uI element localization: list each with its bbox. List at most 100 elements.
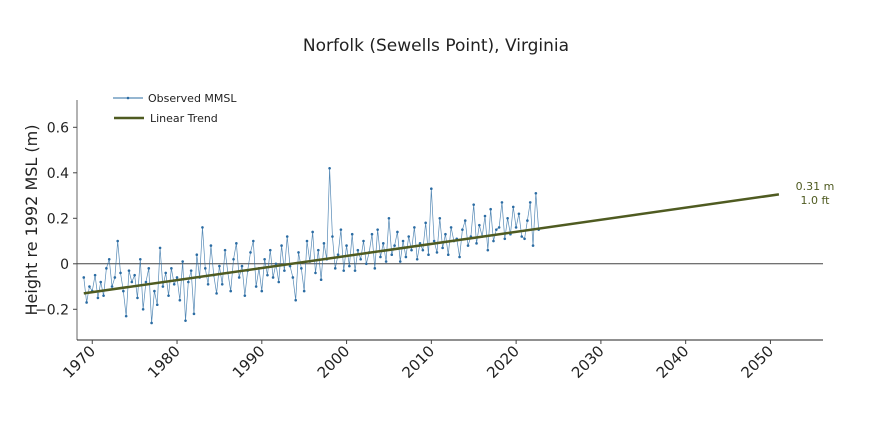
observed-point xyxy=(300,267,303,270)
observed-point xyxy=(500,201,504,204)
observed-point xyxy=(404,255,408,259)
observed-point xyxy=(503,237,507,241)
legend-observed-label: Observed MMSL xyxy=(148,92,237,105)
observed-point xyxy=(113,276,117,279)
observed-point xyxy=(243,294,247,297)
observed-point xyxy=(150,321,153,325)
observed-point xyxy=(390,253,394,256)
observed-point xyxy=(189,269,193,272)
observed-point xyxy=(520,235,524,238)
observed-point xyxy=(280,244,283,247)
observed-point xyxy=(215,292,218,295)
x-tick-label: 1990 xyxy=(229,342,269,382)
observed-point xyxy=(167,294,170,297)
observed-point xyxy=(277,280,281,284)
observed-point xyxy=(268,248,272,252)
observed-point xyxy=(195,253,199,256)
observed-point xyxy=(432,239,436,243)
observed-point xyxy=(263,257,266,261)
observed-point xyxy=(458,255,461,259)
x-tick-label: 2040 xyxy=(653,342,693,382)
observed-point xyxy=(444,232,447,236)
legend: Observed MMSL Linear Trend xyxy=(113,92,237,125)
observed-point xyxy=(342,269,346,272)
observed-point xyxy=(266,273,269,277)
observed-point xyxy=(229,289,233,293)
observed-point xyxy=(441,246,444,250)
observed-point xyxy=(116,239,119,243)
observed-point xyxy=(339,228,343,231)
legend-trend-label: Linear Trend xyxy=(150,112,218,125)
observed-point xyxy=(206,282,210,286)
observed-point xyxy=(384,260,388,263)
observed-point xyxy=(172,282,176,286)
x-tick-label: 2050 xyxy=(738,342,778,382)
observed-point xyxy=(291,276,295,279)
observed-point xyxy=(463,219,467,222)
observed-point xyxy=(373,267,377,270)
observed-point xyxy=(316,248,320,252)
observed-point xyxy=(517,212,521,216)
observed-point xyxy=(523,237,526,241)
observed-point xyxy=(331,235,334,238)
observed-point xyxy=(461,228,464,231)
observed-point xyxy=(181,260,184,263)
observed-point xyxy=(531,244,535,247)
trend-annotation-meters: 0.31 m xyxy=(796,180,835,193)
observed-point xyxy=(415,257,419,261)
observed-point xyxy=(110,285,114,288)
observed-point xyxy=(526,219,529,222)
observed-point xyxy=(147,267,151,270)
observed-point xyxy=(333,267,337,270)
observed-point xyxy=(96,296,100,300)
observed-point xyxy=(379,255,382,259)
observed-point xyxy=(472,203,475,206)
observed-point xyxy=(302,289,306,293)
observed-point xyxy=(421,248,425,252)
observed-point xyxy=(348,264,351,268)
observed-point xyxy=(410,248,413,252)
observed-point xyxy=(319,278,323,282)
observed-point xyxy=(285,235,289,238)
observed-point xyxy=(82,276,86,279)
observed-point xyxy=(161,285,165,288)
observed-point xyxy=(119,271,122,275)
observed-point xyxy=(223,248,227,252)
observed-point xyxy=(252,239,255,243)
observed-point xyxy=(218,264,221,268)
observed-point xyxy=(370,232,374,236)
observed-point xyxy=(184,319,187,322)
observed-point xyxy=(489,207,492,211)
observed-point xyxy=(353,269,357,272)
observed-point xyxy=(495,228,498,231)
observed-point xyxy=(314,271,317,275)
y-axis-label: Height re 1992 MSL (m) xyxy=(22,125,41,316)
observed-point xyxy=(122,289,125,293)
observed-point xyxy=(359,257,362,261)
observed-point xyxy=(427,253,430,256)
observed-point xyxy=(127,269,131,272)
observed-point xyxy=(237,276,241,279)
trend-annotation-feet: 1.0 ft xyxy=(801,194,831,207)
observed-point xyxy=(274,262,278,266)
observed-point xyxy=(192,312,196,316)
observed-point xyxy=(153,289,156,293)
observed-point xyxy=(534,191,538,195)
observed-point xyxy=(365,262,368,266)
observed-point xyxy=(144,280,148,284)
observed-point xyxy=(528,201,532,204)
observed-point xyxy=(155,303,159,307)
y-tick-label: 0.2 xyxy=(47,211,69,227)
observed-point xyxy=(387,216,391,220)
observed-point xyxy=(483,214,487,218)
y-tick-label: 0.6 xyxy=(47,120,69,136)
observed-point xyxy=(288,264,292,268)
observed-point xyxy=(209,244,213,247)
observed-point xyxy=(170,267,173,270)
observed-point xyxy=(435,251,439,254)
observed-point xyxy=(107,257,111,261)
observed-point xyxy=(492,239,495,243)
observed-point xyxy=(249,251,252,254)
observed-point xyxy=(283,269,286,272)
